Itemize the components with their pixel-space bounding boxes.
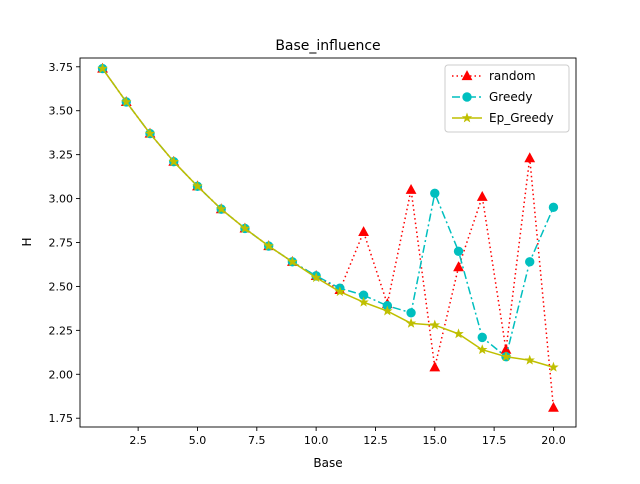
data-point bbox=[97, 63, 108, 73]
legend-label: Ep_Greedy bbox=[489, 111, 554, 125]
x-tick-label: 20.0 bbox=[541, 434, 566, 447]
data-point bbox=[144, 128, 156, 138]
data-point bbox=[215, 203, 227, 214]
x-tick-label: 12.5 bbox=[363, 434, 388, 447]
x-tick-label: 7.5 bbox=[248, 434, 266, 447]
x-tick-label: 10.0 bbox=[304, 434, 329, 447]
data-point bbox=[429, 319, 441, 330]
data-point bbox=[168, 156, 179, 167]
data-point bbox=[429, 361, 441, 372]
data-point bbox=[525, 257, 535, 267]
x-tick-label: 15.0 bbox=[423, 434, 448, 447]
legend-marker bbox=[462, 92, 472, 102]
x-tick-label: 2.5 bbox=[129, 434, 147, 447]
data-point bbox=[500, 351, 512, 362]
data-point bbox=[524, 152, 536, 163]
y-tick-label: 2.00 bbox=[49, 368, 74, 381]
data-point bbox=[382, 305, 393, 316]
series-layer bbox=[97, 62, 559, 412]
data-point bbox=[524, 354, 535, 365]
data-point bbox=[192, 180, 203, 191]
y-tick-label: 2.75 bbox=[49, 237, 74, 250]
legend-marker bbox=[461, 70, 473, 81]
data-point bbox=[310, 272, 322, 283]
data-point bbox=[477, 344, 488, 355]
data-point bbox=[476, 190, 488, 201]
data-point bbox=[334, 286, 346, 297]
chart-title: Base_influence bbox=[275, 38, 380, 54]
y-tick-label: 2.50 bbox=[49, 280, 74, 293]
data-point bbox=[477, 332, 487, 343]
data-point bbox=[406, 308, 416, 318]
y-tick-label: 3.75 bbox=[49, 61, 74, 74]
data-point bbox=[287, 256, 298, 267]
series-ep-greedy bbox=[97, 63, 559, 372]
data-point bbox=[263, 240, 274, 251]
axes-layer: 2.5 5.0 7.5 10.0 12.5 15.0 17.5 20.0 1.75 2.00 2.2… bbox=[49, 57, 577, 447]
data-point bbox=[121, 96, 132, 107]
y-axis-label: H bbox=[20, 237, 34, 246]
legend-marker bbox=[461, 112, 473, 123]
y-tick-label: 3.00 bbox=[49, 193, 74, 206]
y-tick-label: 1.75 bbox=[49, 412, 74, 425]
y-tick-label: 2.25 bbox=[49, 324, 74, 337]
data-point bbox=[430, 188, 440, 199]
data-point bbox=[405, 183, 417, 194]
data-point bbox=[405, 317, 417, 328]
legend-box bbox=[444, 64, 570, 133]
series-line bbox=[101, 68, 555, 358]
x-axis-label: Base bbox=[313, 456, 342, 470]
x-tick-label: 5.0 bbox=[189, 434, 207, 447]
y-tick-label: 3.25 bbox=[49, 149, 74, 162]
data-point bbox=[239, 222, 251, 233]
legend: random Greedy Ep_Greedy bbox=[444, 64, 570, 133]
x-tick-label: 17.5 bbox=[482, 434, 507, 447]
data-point bbox=[548, 401, 559, 412]
data-point bbox=[358, 226, 369, 237]
data-point bbox=[453, 261, 464, 272]
legend-label: Greedy bbox=[489, 90, 532, 104]
data-point bbox=[548, 202, 559, 213]
data-point bbox=[358, 296, 369, 307]
y-tick-label: 3.50 bbox=[49, 105, 74, 118]
data-point bbox=[548, 361, 559, 372]
data-point bbox=[453, 328, 464, 339]
series-line bbox=[101, 68, 554, 368]
legend-label: random bbox=[489, 69, 536, 83]
data-point bbox=[453, 246, 464, 256]
